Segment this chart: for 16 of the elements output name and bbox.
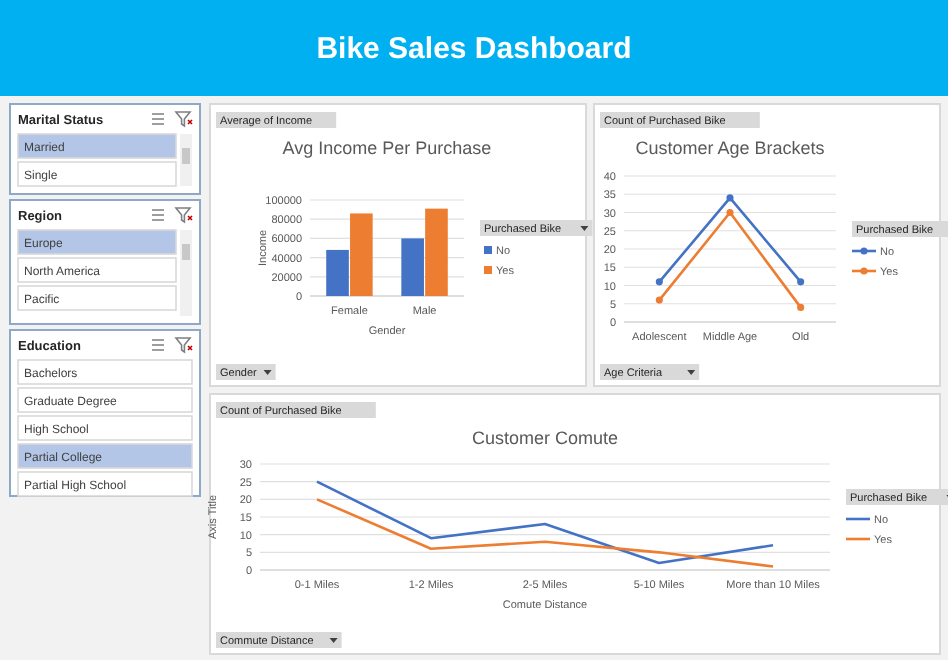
- point: [797, 303, 805, 311]
- bar: [425, 208, 448, 296]
- point: [655, 296, 663, 304]
- line-series: [315, 480, 775, 565]
- bar: [350, 213, 373, 296]
- text: Bike Sales Dashboard: [316, 32, 632, 66]
- point: [797, 278, 805, 286]
- bar: [401, 238, 424, 296]
- point: [726, 194, 734, 202]
- bar: [326, 249, 349, 296]
- chart-title: Customer Age Brackets: [635, 138, 826, 158]
- chart-title: Customer Comute: [471, 428, 619, 448]
- chart-title: Avg Income Per Purchase: [282, 138, 492, 158]
- point: [726, 208, 734, 217]
- point: [655, 278, 663, 286]
- line-series: [315, 498, 775, 568]
